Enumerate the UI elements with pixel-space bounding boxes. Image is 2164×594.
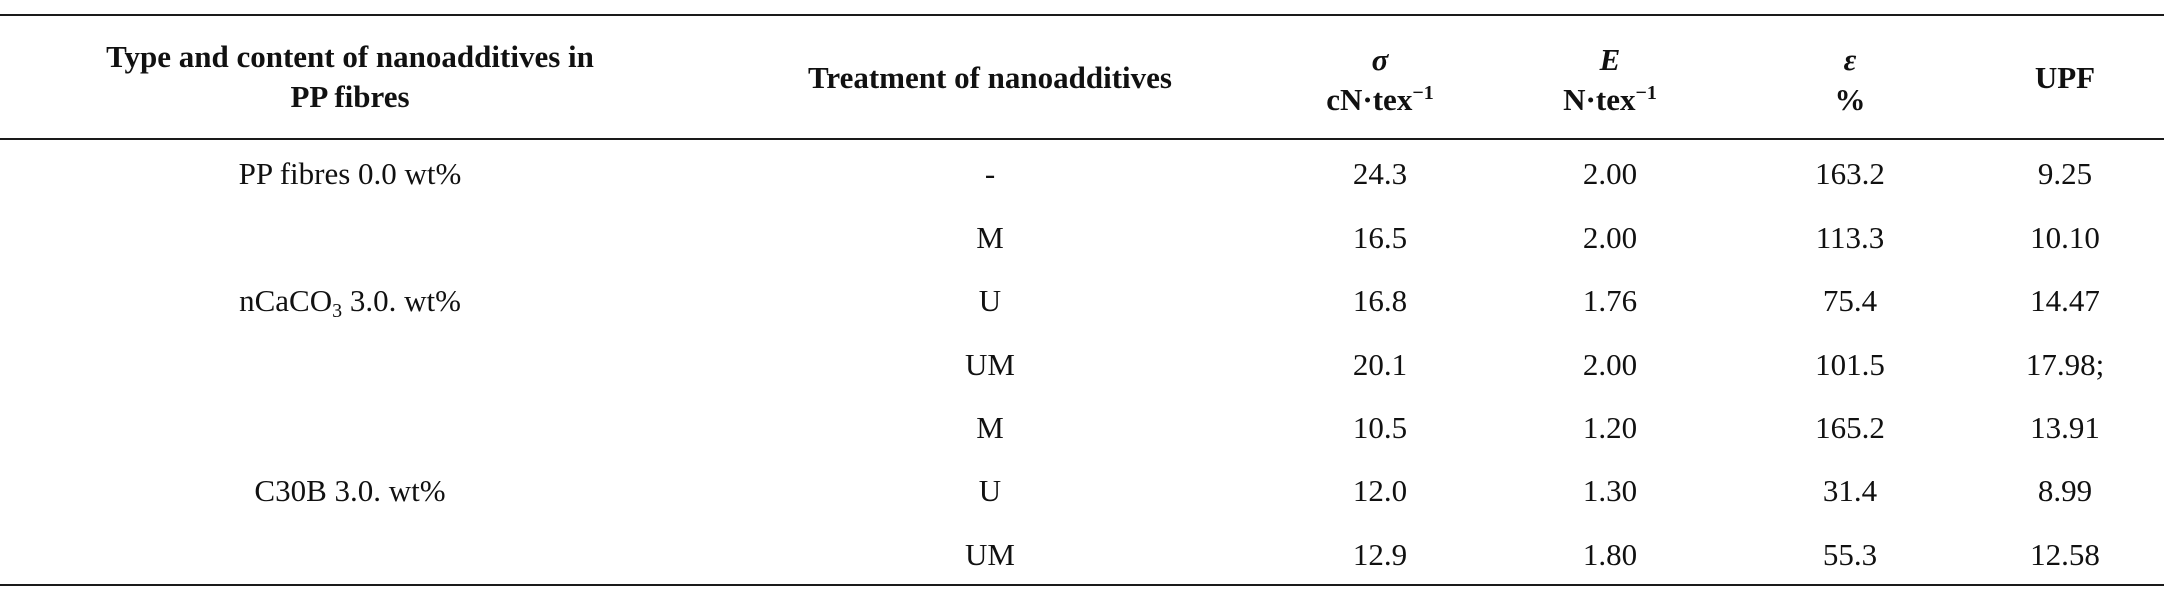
cell-treatment: U <box>978 283 1002 318</box>
cell-elongation: 31.4 <box>1822 473 1878 508</box>
header-eps-unit: % <box>1834 82 1866 117</box>
cell-elongation: 113.3 <box>1815 220 1885 255</box>
header-sigma-symbol: σ <box>1371 42 1389 77</box>
group-label-caco3-suffix: 3.0. wt% <box>342 283 461 318</box>
cell-modulus: 2.00 <box>1582 156 1638 191</box>
top-rule <box>0 14 2164 16</box>
group-label-caco3-prefix: nCaCO <box>239 283 333 318</box>
cell-treatment: M <box>976 410 1004 445</box>
cell-upf: 12.58 <box>2030 537 2100 572</box>
cell-modulus: 1.76 <box>1582 283 1638 318</box>
cell-modulus: 1.80 <box>1582 537 1638 572</box>
header-type-content: Type and content of nanoadditives in PP … <box>40 37 660 117</box>
cell-modulus: 1.30 <box>1582 473 1638 508</box>
cell-modulus: 2.00 <box>1582 347 1638 382</box>
cell-upf: 10.10 <box>2030 220 2100 255</box>
header-sigma-unit-base: cN·tex <box>1326 82 1413 117</box>
group-label-c30b: C30B 3.0. wt% <box>254 473 446 508</box>
cell-upf: 14.47 <box>2030 283 2100 318</box>
header-E-unit: N·tex−1 <box>1500 80 1720 120</box>
group-label-pp: PP fibres 0.0 wt% <box>238 156 462 191</box>
cell-treatment: UM <box>965 537 1015 572</box>
cell-sigma: 16.8 <box>1352 283 1408 318</box>
cell-elongation: 75.4 <box>1822 283 1878 318</box>
cell-upf: 13.91 <box>2030 410 2100 445</box>
cell-upf: 8.99 <box>2037 473 2093 508</box>
cell-sigma: 16.5 <box>1352 220 1408 255</box>
bottom-rule <box>0 584 2164 586</box>
cell-elongation: 55.3 <box>1822 537 1878 572</box>
group-label-caco3-subscript: 3 <box>332 300 343 322</box>
cell-sigma: 20.1 <box>1352 347 1408 382</box>
cell-treatment: UM <box>965 347 1015 382</box>
header-modulus: E N·tex−1 <box>1500 40 1720 120</box>
header-upf: UPF <box>2034 60 2096 95</box>
cell-elongation: 163.2 <box>1815 156 1885 191</box>
cell-treatment: U <box>978 473 1002 508</box>
cell-modulus: 1.20 <box>1582 410 1638 445</box>
cell-elongation: 165.2 <box>1815 410 1885 445</box>
header-elongation: ε % <box>1740 40 1960 120</box>
cell-elongation: 101.5 <box>1815 347 1885 382</box>
header-eps-symbol: ε <box>1843 42 1857 77</box>
header-rule <box>0 138 2164 140</box>
cell-treatment: - <box>984 156 996 191</box>
header-sigma: σ cN·tex−1 <box>1270 40 1490 120</box>
header-sigma-unit: cN·tex−1 <box>1270 80 1490 120</box>
group-label-caco3: nCaCO3 3.0. wt% <box>40 281 660 321</box>
cell-sigma: 12.0 <box>1352 473 1408 508</box>
cell-sigma: 24.3 <box>1352 156 1408 191</box>
cell-sigma: 12.9 <box>1352 537 1408 572</box>
header-E-unit-base: N·tex <box>1563 82 1636 117</box>
header-type-line2: PP fibres <box>290 79 410 114</box>
cell-upf: 9.25 <box>2037 156 2093 191</box>
header-treatment: Treatment of nanoadditives <box>808 60 1172 95</box>
cell-modulus: 2.00 <box>1582 220 1638 255</box>
cell-sigma: 10.5 <box>1352 410 1408 445</box>
header-sigma-unit-exp: −1 <box>1412 82 1434 104</box>
header-type-line1: Type and content of nanoadditives in <box>106 39 594 74</box>
cell-treatment: M <box>976 220 1004 255</box>
header-E-symbol: E <box>1599 42 1621 77</box>
header-E-unit-exp: −1 <box>1635 82 1657 104</box>
cell-upf: 17.98; <box>2025 347 2105 382</box>
